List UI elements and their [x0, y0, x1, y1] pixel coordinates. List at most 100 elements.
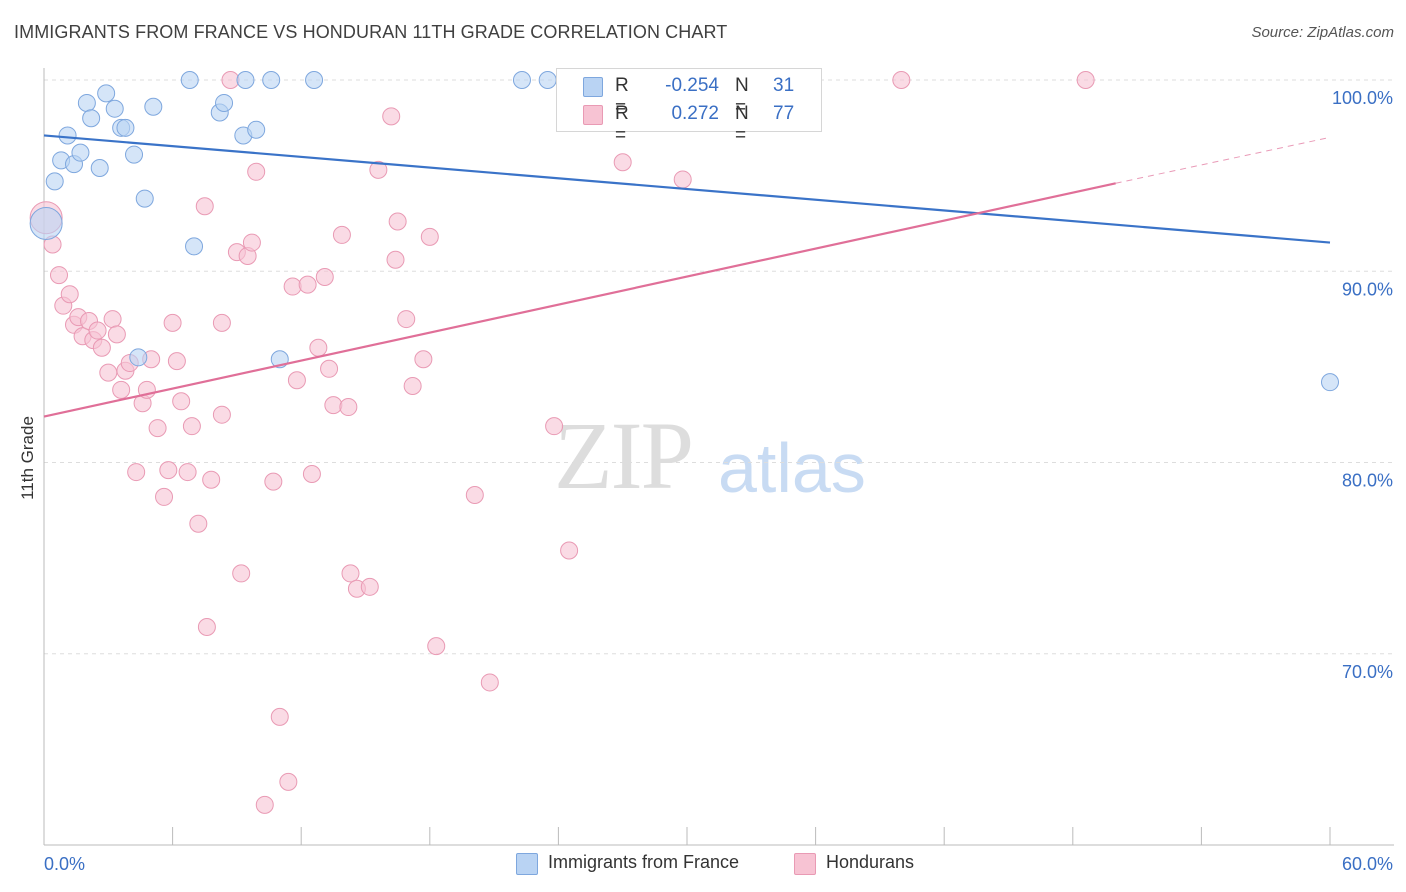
point-hondurans	[560, 541, 579, 560]
point-hondurans	[270, 707, 289, 726]
point-france	[116, 118, 135, 137]
bottom-legend-label-france: Immigrants from France	[548, 852, 740, 872]
legend-r-value: -0.254	[665, 75, 719, 96]
point-hondurans	[298, 275, 317, 294]
point-hondurans	[339, 398, 358, 417]
y-tick-label: 90.0%	[1342, 279, 1393, 299]
point-hondurans	[465, 486, 484, 505]
legend-swatch-hondurans	[583, 105, 603, 125]
point-hondurans	[159, 461, 178, 480]
trendline-hondurans	[43, 182, 1116, 418]
point-hondurans	[264, 472, 283, 491]
watermark-atlas: atlas	[718, 429, 866, 507]
point-france	[305, 71, 324, 89]
point-hondurans	[320, 359, 339, 378]
point-hondurans	[386, 250, 405, 269]
point-hondurans	[545, 417, 564, 436]
point-hondurans	[480, 673, 499, 692]
point-hondurans	[287, 371, 306, 390]
point-hondurans	[1076, 71, 1095, 89]
point-hondurans	[324, 396, 343, 415]
watermark-zip: ZIP	[554, 402, 694, 509]
point-france	[247, 120, 266, 139]
point-hondurans	[148, 419, 167, 438]
point-hondurans	[50, 266, 69, 285]
point-hondurans	[60, 285, 79, 304]
point-hondurans	[242, 233, 261, 252]
point-france	[135, 189, 154, 208]
point-hondurans	[332, 225, 351, 244]
point-hondurans	[195, 197, 214, 216]
point-france	[538, 71, 557, 89]
legend-r-value: 0.272	[671, 103, 719, 124]
point-france	[129, 348, 148, 367]
legend-n-label: N =	[735, 103, 749, 146]
point-hondurans	[212, 313, 231, 332]
point-hondurans	[247, 162, 266, 181]
point-france	[215, 93, 234, 112]
point-france	[45, 172, 64, 191]
legend-r-label: R =	[615, 75, 629, 118]
point-hondurans	[103, 310, 122, 329]
point-hondurans	[302, 464, 321, 483]
trendline-france	[43, 134, 1331, 244]
point-hondurans	[613, 153, 632, 172]
point-hondurans	[232, 564, 251, 583]
point-hondurans	[427, 637, 446, 656]
y-tick-label: 100.0%	[1332, 88, 1393, 108]
bottom-legend-label-hondurans: Hondurans	[826, 852, 915, 872]
point-hondurans	[397, 310, 416, 329]
point-hondurans	[255, 795, 274, 814]
chart-title: IMMIGRANTS FROM FRANCE VS HONDURAN 11TH …	[14, 22, 728, 42]
point-france	[105, 99, 124, 118]
point-france	[144, 97, 163, 116]
legend-r-label: R =	[615, 103, 629, 146]
point-france	[90, 158, 109, 177]
point-hondurans	[163, 313, 182, 332]
point-france	[125, 145, 144, 164]
x-tick-label: 0.0%	[44, 854, 85, 874]
stats-legend: R = -0.254 N = 31 R = 0.272 N = 77	[556, 68, 822, 146]
point-france	[29, 206, 63, 240]
point-hondurans	[167, 352, 186, 371]
point-hondurans	[360, 577, 379, 596]
point-france	[236, 71, 255, 89]
point-hondurans	[369, 160, 388, 179]
point-hondurans	[279, 772, 298, 791]
point-hondurans	[197, 617, 216, 636]
point-hondurans	[212, 405, 231, 424]
point-france	[185, 237, 204, 256]
point-hondurans	[155, 487, 174, 506]
point-hondurans	[189, 514, 208, 533]
point-france	[180, 71, 199, 89]
point-france	[82, 109, 101, 128]
legend-n-value: 77	[773, 103, 795, 124]
point-france	[1321, 373, 1339, 392]
point-france	[512, 71, 531, 89]
point-hondurans	[414, 350, 433, 369]
point-hondurans	[388, 212, 407, 231]
point-france	[77, 93, 96, 112]
bottom-legend-swatch-france	[516, 853, 538, 875]
y-tick-label: 70.0%	[1342, 662, 1393, 682]
point-hondurans	[182, 417, 201, 436]
point-hondurans	[178, 463, 197, 482]
y-tick-label: 80.0%	[1342, 471, 1393, 491]
point-hondurans	[99, 363, 118, 382]
legend-n-value: 31	[773, 75, 795, 96]
legend-n-label: N =	[735, 75, 749, 118]
point-france	[71, 143, 90, 162]
point-hondurans	[673, 170, 692, 189]
trendline-hondurans-extension	[1115, 136, 1331, 184]
x-tick-label: 60.0%	[1342, 854, 1393, 874]
point-hondurans	[92, 338, 111, 357]
point-hondurans	[403, 377, 422, 395]
point-hondurans	[420, 227, 439, 246]
point-hondurans	[107, 325, 126, 344]
legend-swatch-france	[583, 77, 603, 97]
source-label: Source: ZipAtlas.com	[1251, 24, 1394, 41]
point-hondurans	[221, 71, 240, 89]
point-hondurans	[382, 107, 401, 126]
point-hondurans	[202, 470, 221, 489]
